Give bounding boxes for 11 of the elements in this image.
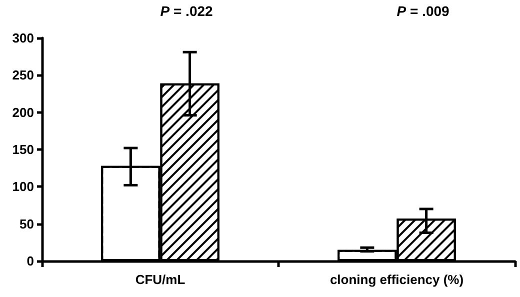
- y-tick-label: 150: [12, 142, 34, 157]
- y-tick-label: 0: [26, 254, 34, 268]
- text: P = .022: [160, 3, 214, 19]
- y-tick-label: 300: [12, 30, 34, 46]
- y-tick-label: 200: [12, 104, 34, 120]
- y-tick-label: 100: [12, 179, 34, 194]
- y-tick-label: 250: [12, 68, 34, 83]
- y-tick-label: 50: [20, 216, 34, 232]
- text: P = .009: [396, 3, 450, 19]
- x-tick-label: cloning efficiency (%): [330, 272, 464, 287]
- x-tick-label: CFU/mL: [135, 272, 186, 287]
